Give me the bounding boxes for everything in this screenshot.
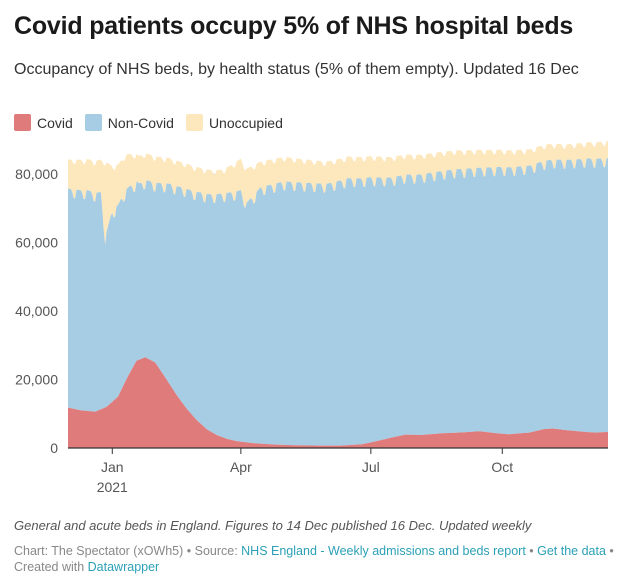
legend-swatch-noncovid (84, 114, 102, 131)
covid-area (68, 357, 608, 448)
x-axis: Jan 2021 Apr Jul Oct (68, 447, 608, 495)
legend-swatch-unoccupied (185, 114, 203, 131)
legend-label-covid: Covid (37, 114, 73, 131)
chart-credits: Chart: The Spectator (xOWh5) • Source: N… (14, 543, 626, 575)
legend-item-noncovid: Non-Covid (84, 114, 174, 131)
y-tick-label: 40,000 (15, 303, 58, 319)
unoccupied-area (68, 141, 608, 246)
series-areas (68, 141, 608, 448)
y-tick-label: 20,000 (15, 372, 58, 388)
legend-swatch-covid (14, 114, 31, 131)
noncovid-area (68, 158, 608, 446)
y-tick-label: 80,000 (15, 166, 58, 182)
chart-subtitle: Occupancy of NHS beds, by health status … (14, 61, 579, 78)
chart-title: Covid patients occupy 5% of NHS hospital… (14, 12, 574, 40)
stacked-area-chart: 0 20,000 40,000 60,000 80,000 Jan 2021 Apr Jul O… (15, 141, 608, 495)
datawrapper-link[interactable]: Datawrapper (87, 560, 160, 574)
chart-notes: General and acute beds in England. Figur… (14, 518, 532, 533)
y-tick-label: 60,000 (15, 235, 58, 251)
get-data-link[interactable]: Get the data (537, 544, 606, 558)
source-link[interactable]: NHS England - Weekly admissions and beds… (241, 544, 526, 558)
x-tick-label: Oct (491, 459, 513, 475)
y-tick-label: 0 (50, 440, 58, 456)
x-tick-label: Jan (101, 459, 124, 475)
legend-item-covid: Covid (14, 114, 73, 131)
y-axis-ticks: 0 20,000 40,000 60,000 80,000 (15, 166, 58, 456)
credit-sep-created: • Created with (14, 544, 614, 574)
credit-chart-label: Chart: The Spectator (xOWh5) (14, 544, 184, 558)
legend-label-unoccupied: Unoccupied (208, 114, 283, 131)
x-tick-label: Apr (230, 459, 252, 475)
legend: Covid Non-Covid Unoccupied (14, 114, 295, 131)
credit-sep: • (525, 544, 538, 558)
x-tick-sublabel: 2021 (97, 479, 128, 495)
x-tick-label: Jul (362, 459, 380, 475)
legend-item-unoccupied: Unoccupied (185, 114, 283, 131)
legend-label-noncovid: Non-Covid (107, 114, 174, 131)
credit-sep-source: • Source: (183, 544, 242, 558)
